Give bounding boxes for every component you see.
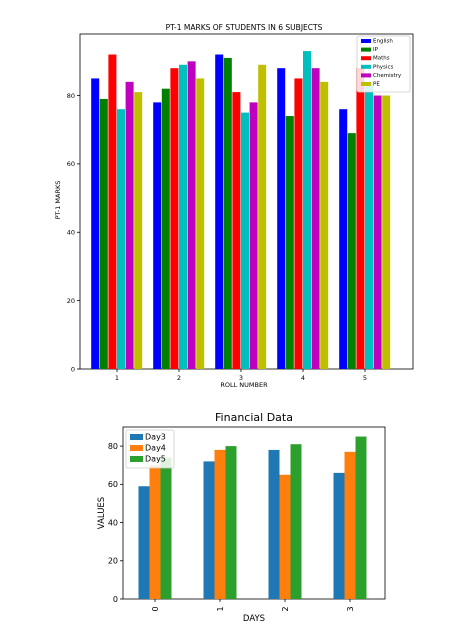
legend-swatch-chemistry: [361, 73, 371, 78]
y-tick-label: 60: [108, 480, 118, 489]
bar-physics-1: [117, 109, 125, 369]
x-tick-label: 2: [281, 606, 290, 611]
bar-day3-2: [268, 449, 280, 599]
bar-day5-2: [290, 444, 302, 599]
x-axis: 0 1 2 3: [151, 599, 355, 612]
legend-swatch-pe: [361, 82, 371, 86]
bar-ip-4: [285, 116, 294, 369]
legend-label-ip: IP: [373, 47, 379, 53]
bar-pe-4: [320, 81, 329, 370]
bars-layer: [91, 51, 391, 370]
bar-day5-0: [160, 457, 172, 599]
bar-day5-1: [225, 446, 237, 599]
bar-english-4: [277, 68, 286, 370]
bar-pe-2: [196, 78, 205, 369]
legend-swatch-day5: [130, 456, 143, 462]
y-tick-label: 40: [108, 518, 118, 527]
bar-day3-3: [333, 472, 345, 599]
chart-title: Financial Data: [215, 411, 293, 424]
y-tick-label: 80: [108, 442, 118, 451]
bar-english-1: [91, 78, 100, 369]
y-axis: 0 20 40 60 80: [108, 442, 123, 604]
bar-maths-2: [170, 68, 179, 370]
x-tick-label: 4: [301, 374, 305, 382]
y-tick-label: 60: [67, 160, 75, 168]
legend-label-pe: PE: [373, 82, 380, 88]
bar-pe-5: [382, 95, 391, 369]
legend-swatch-day4: [130, 445, 143, 451]
legend-swatch-physics: [361, 64, 371, 69]
bar-english-5: [339, 109, 348, 369]
bar-physics-4: [303, 51, 311, 370]
legend-swatch-ip: [361, 47, 371, 52]
legend: English IP Maths Physics Chemistry PE: [356, 35, 411, 93]
x-tick-label: 1: [216, 606, 225, 611]
bar-maths-1: [108, 54, 117, 369]
bar-chemistry-1: [125, 81, 134, 370]
x-axis-label: DAYS: [243, 614, 265, 624]
bar-day3-0: [138, 486, 150, 599]
x-tick-label: 2: [177, 374, 181, 382]
bar-day3-1: [203, 461, 215, 599]
y-axis-label: VALUES: [97, 497, 107, 529]
legend-label-physics: Physics: [373, 64, 393, 70]
financial-data-chart: Financial Data 0 20 40 60 80 0 1 2 3 DAYS VALUE…: [97, 411, 386, 624]
legend-swatch-day3: [130, 434, 143, 440]
bar-english-2: [153, 102, 162, 370]
bar-chemistry-2: [187, 61, 196, 369]
chart-title: PT-1 MARKS OF STUDENTS IN 6 SUBJECTS: [166, 23, 323, 32]
bar-maths-3: [232, 92, 241, 370]
bar-day4-1: [214, 449, 226, 599]
bar-ip-5: [347, 133, 356, 369]
bars-layer: [138, 436, 367, 599]
bar-chemistry-4: [311, 68, 320, 370]
legend-swatch-maths: [361, 56, 371, 61]
bar-chemistry-5: [373, 95, 382, 369]
pt1-marks-chart: PT-1 MARKS OF STUDENTS IN 6 SUBJECTS 020…: [54, 23, 414, 389]
bar-ip-3: [223, 57, 232, 370]
bar-pe-3: [258, 64, 267, 370]
x-tick-label: 3: [239, 374, 243, 382]
legend: Day3 Day4 Day5: [125, 429, 175, 469]
bar-ip-2: [161, 88, 170, 369]
y-tick-label: 40: [67, 229, 75, 237]
legend-swatch-english: [361, 39, 371, 43]
bar-maths-4: [294, 78, 303, 369]
x-axis: 1 2 3 4 5: [115, 369, 367, 382]
legend-label-day4: Day4: [145, 444, 166, 453]
bar-physics-3: [241, 112, 249, 370]
y-axis-label: PT-1 MARKS: [54, 181, 62, 220]
legend-label-maths: Maths: [373, 56, 390, 62]
bar-day4-2: [279, 474, 291, 599]
bar-ip-1: [99, 98, 108, 369]
legend-label-english: English: [373, 39, 393, 45]
x-axis-label: ROLL NUMBER: [220, 381, 268, 389]
y-tick-label: 20: [67, 297, 75, 305]
legend-label-day5: Day5: [145, 455, 166, 464]
x-tick-label: 3: [346, 606, 355, 611]
y-tick-label: 80: [67, 92, 75, 100]
y-tick-label: 0: [71, 365, 75, 373]
bar-english-3: [215, 54, 224, 369]
y-axis: 0 20 40 60 80: [67, 92, 80, 373]
bar-day4-0: [149, 465, 161, 599]
legend-label-day3: Day3: [145, 433, 166, 442]
y-tick-label: 0: [113, 595, 118, 604]
bar-physics-2: [179, 64, 187, 370]
bar-day5-3: [355, 436, 367, 599]
bar-chemistry-3: [249, 102, 258, 370]
x-tick-label: 5: [363, 374, 367, 382]
y-tick-label: 20: [108, 557, 118, 566]
legend-label-chemistry: Chemistry: [373, 73, 402, 79]
bar-pe-1: [134, 92, 143, 370]
bar-physics-5: [365, 81, 373, 370]
x-tick-label: 0: [151, 606, 160, 611]
bar-maths-5: [356, 68, 365, 370]
bar-day4-3: [344, 451, 356, 599]
x-tick-label: 1: [115, 374, 119, 382]
